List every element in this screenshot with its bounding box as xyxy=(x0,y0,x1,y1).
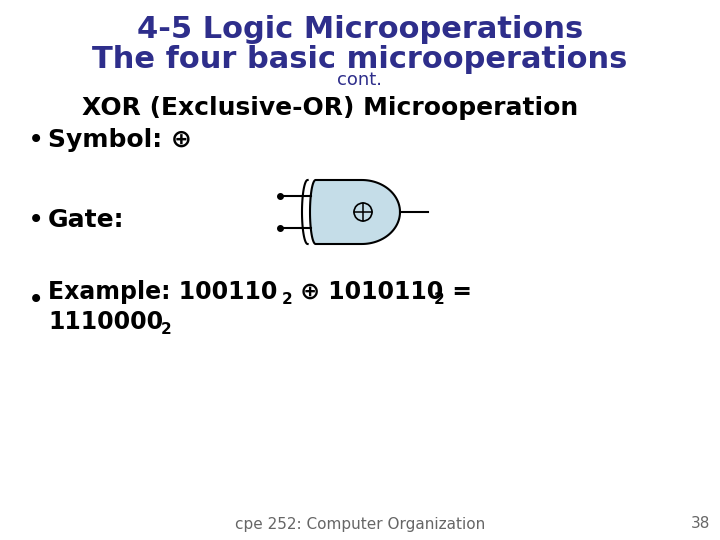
Text: 1110000: 1110000 xyxy=(48,310,163,334)
Text: cpe 252: Computer Organization: cpe 252: Computer Organization xyxy=(235,516,485,531)
Text: 4-5 Logic Microoperations: 4-5 Logic Microoperations xyxy=(137,16,583,44)
Text: The four basic microoperations: The four basic microoperations xyxy=(92,45,628,75)
Text: cont.: cont. xyxy=(338,71,382,89)
Text: Example: 100110: Example: 100110 xyxy=(48,280,277,304)
Text: 2: 2 xyxy=(161,321,172,336)
Text: 2: 2 xyxy=(282,292,293,307)
Text: Symbol: ⊕: Symbol: ⊕ xyxy=(48,128,192,152)
Text: XOR (Exclusive-OR) Microoperation: XOR (Exclusive-OR) Microoperation xyxy=(82,96,578,120)
Text: 2: 2 xyxy=(434,292,445,307)
Polygon shape xyxy=(310,180,400,244)
Text: =: = xyxy=(444,280,472,304)
Text: •: • xyxy=(28,286,44,314)
Text: •: • xyxy=(28,126,44,154)
Text: 38: 38 xyxy=(690,516,710,531)
Text: ⊕ 1010110: ⊕ 1010110 xyxy=(292,280,444,304)
Text: Gate:: Gate: xyxy=(48,208,125,232)
Text: •: • xyxy=(28,206,44,234)
